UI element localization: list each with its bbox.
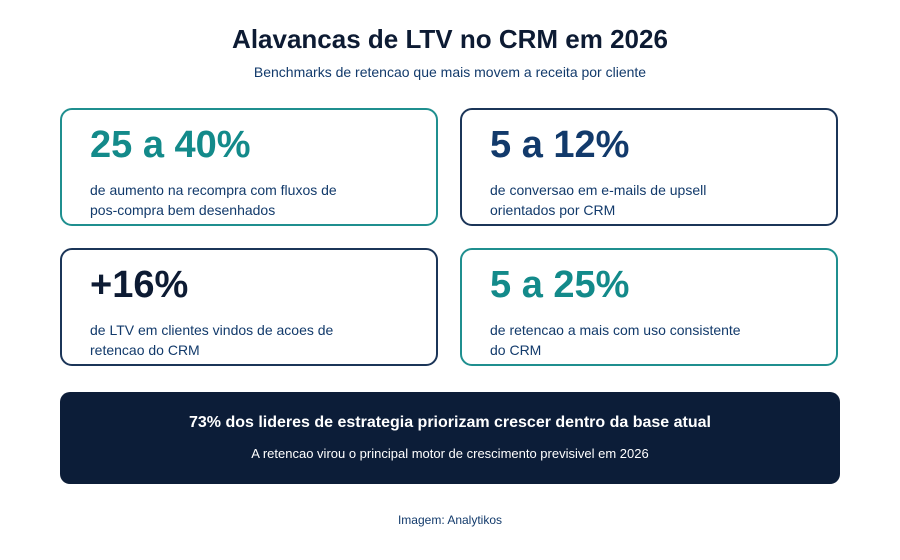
title: Alavancas de LTV no CRM em 2026	[232, 24, 668, 54]
stat-text: de retencao a mais com uso consistente d…	[490, 322, 741, 358]
stat-value: 5 a 25%	[490, 264, 630, 306]
stat-text: de conversao em e-mails de upsell orient…	[490, 182, 707, 218]
stat-card: 5 a 25% de retencao a mais com uso consis…	[460, 248, 838, 366]
stat-value: +16%	[90, 264, 189, 306]
banner: 73% dos lideres de estrategia priorizam …	[60, 392, 840, 484]
banner-text: A retencao virou o principal motor de cr…	[251, 446, 649, 461]
stat-value: 25 a 40%	[90, 124, 251, 166]
stat-text: de LTV em clientes vindos de acoes de re…	[90, 322, 334, 358]
stat-value: 5 a 12%	[490, 124, 630, 166]
credit: Imagem: Analytikos	[397, 513, 503, 527]
subtitle: Benchmarks de retencao que mais movem a …	[253, 64, 647, 80]
banner-headline: 73% dos lideres de estrategia priorizam …	[189, 414, 711, 431]
stat-text: de aumento na recompra com fluxos de pos…	[90, 182, 337, 218]
stat-card: +16% de LTV em clientes vindos de acoes d…	[60, 248, 438, 366]
stat-card: 5 a 12% de conversao em e-mails de upsell…	[460, 108, 838, 226]
stat-card: 25 a 40% de aumento na recompra com fluxo…	[60, 108, 438, 226]
